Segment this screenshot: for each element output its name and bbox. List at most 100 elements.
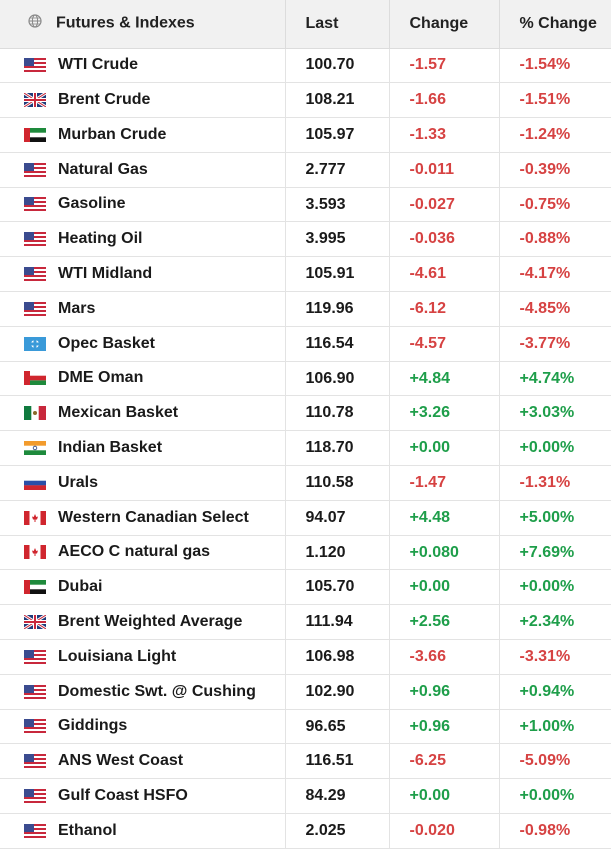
commodity-name[interactable]: Brent Weighted Average bbox=[58, 613, 243, 631]
table-row[interactable]: Mexican Basket 110.78 +3.26 +3.03% bbox=[0, 395, 611, 432]
pct-change-value: -4.85% bbox=[498, 291, 611, 327]
row-name-cell[interactable]: Mexican Basket bbox=[0, 395, 285, 432]
row-name-cell[interactable]: Indian Basket bbox=[0, 430, 285, 467]
change-value: -1.33 bbox=[388, 117, 499, 153]
table-row[interactable]: Natural Gas 2.777 -0.011 -0.39% bbox=[0, 152, 611, 188]
row-name-cell[interactable]: Louisiana Light bbox=[0, 639, 285, 675]
last-price: 84.29 bbox=[284, 778, 389, 815]
commodity-name[interactable]: Giddings bbox=[58, 717, 128, 735]
commodity-name[interactable]: Indian Basket bbox=[58, 439, 163, 457]
russia-flag-icon bbox=[24, 475, 46, 490]
commodity-name[interactable]: Opec Basket bbox=[58, 334, 155, 352]
uk-flag-icon bbox=[23, 91, 47, 109]
table-row[interactable]: Brent Crude 108.21 -1.66 -1.51% bbox=[0, 82, 611, 119]
header-pct-change[interactable]: % Change bbox=[498, 0, 611, 49]
table-row[interactable]: Dubai 105.70 +0.00 +0.00% bbox=[0, 569, 611, 606]
commodity-name[interactable]: Heating Oil bbox=[58, 230, 143, 248]
commodity-name[interactable]: Gulf Coast HSFO bbox=[58, 787, 188, 805]
table-row[interactable]: DME Oman 106.90 +4.84 +4.74% bbox=[0, 361, 611, 397]
commodity-name[interactable]: Murban Crude bbox=[58, 125, 167, 143]
table-row[interactable]: Gasoline 3.593 -0.027 -0.75% bbox=[0, 187, 611, 223]
commodity-name[interactable]: Domestic Swt. @ Cushing bbox=[58, 682, 256, 700]
pct-change-value: -3.77% bbox=[498, 326, 611, 362]
pct-change-value: +2.34% bbox=[498, 604, 611, 641]
row-name-cell[interactable]: WTI Midland bbox=[0, 256, 285, 293]
table-row[interactable]: Western Canadian Select 94.07 +4.48 +5.00% bbox=[0, 500, 611, 536]
change-value: -4.57 bbox=[388, 326, 499, 362]
row-name-cell[interactable]: AECO C natural gas bbox=[0, 535, 285, 571]
table-row[interactable]: Ethanol 2.025 -0.020 -0.98% bbox=[0, 813, 611, 849]
pct-change-value: -1.24% bbox=[498, 117, 611, 153]
row-name-cell[interactable]: Gasoline bbox=[0, 187, 285, 223]
row-name-cell[interactable]: Dubai bbox=[0, 569, 285, 606]
table-row[interactable]: Heating Oil 3.995 -0.036 -0.88% bbox=[0, 221, 611, 258]
commodity-name[interactable]: Mexican Basket bbox=[58, 404, 179, 422]
commodity-name[interactable]: WTI Crude bbox=[58, 56, 138, 74]
row-name-cell[interactable]: Gulf Coast HSFO bbox=[0, 778, 285, 815]
header-change[interactable]: Change bbox=[388, 0, 499, 49]
commodity-name[interactable]: Gasoline bbox=[58, 195, 126, 213]
table-row[interactable]: Opec Basket 116.54 -4.57 -3.77% bbox=[0, 326, 611, 362]
table-row[interactable]: Indian Basket 118.70 +0.00 +0.00% bbox=[0, 430, 611, 467]
row-name-cell[interactable]: Urals bbox=[0, 465, 285, 501]
change-value: -0.027 bbox=[388, 187, 499, 223]
commodity-name[interactable]: WTI Midland bbox=[58, 265, 153, 283]
row-name-cell[interactable]: Natural Gas bbox=[0, 152, 285, 188]
commodity-name[interactable]: Dubai bbox=[58, 578, 103, 596]
table-row[interactable]: WTI Midland 105.91 -4.61 -4.17% bbox=[0, 256, 611, 293]
commodity-name[interactable]: DME Oman bbox=[58, 369, 144, 387]
row-name-cell[interactable]: Heating Oil bbox=[0, 221, 285, 258]
canada-flag-icon bbox=[24, 510, 46, 525]
commodity-name[interactable]: ANS West Coast bbox=[58, 752, 184, 770]
table-row[interactable]: Gulf Coast HSFO 84.29 +0.00 +0.00% bbox=[0, 778, 611, 815]
table-row[interactable]: Domestic Swt. @ Cushing 102.90 +0.96 +0.94% bbox=[0, 674, 611, 710]
row-name-cell[interactable]: DME Oman bbox=[0, 361, 285, 397]
row-name-cell[interactable]: Mars bbox=[0, 291, 285, 327]
last-price: 110.58 bbox=[284, 465, 389, 501]
pct-change-value: +0.00% bbox=[498, 430, 611, 467]
table-row[interactable]: Louisiana Light 106.98 -3.66 -3.31% bbox=[0, 639, 611, 675]
row-name-cell[interactable]: Ethanol bbox=[0, 813, 285, 849]
table-row[interactable]: AECO C natural gas 1.120 +0.080 +7.69% bbox=[0, 535, 611, 571]
row-name-cell[interactable]: Western Canadian Select bbox=[0, 500, 285, 536]
table-row[interactable]: WTI Crude 100.70 -1.57 -1.54% bbox=[0, 48, 611, 84]
uae-flag-icon bbox=[24, 580, 46, 595]
table-row[interactable]: Brent Weighted Average 111.94 +2.56 +2.34% bbox=[0, 604, 611, 641]
row-name-cell[interactable]: ANS West Coast bbox=[0, 743, 285, 780]
header-last[interactable]: Last bbox=[284, 0, 389, 49]
commodity-name[interactable]: Ethanol bbox=[58, 821, 117, 839]
table-row[interactable]: ANS West Coast 116.51 -6.25 -5.09% bbox=[0, 743, 611, 780]
last-price: 106.90 bbox=[284, 361, 389, 397]
change-value: -0.011 bbox=[388, 152, 499, 188]
row-name-cell[interactable]: Brent Crude bbox=[0, 82, 285, 119]
row-name-cell[interactable]: Murban Crude bbox=[0, 117, 285, 153]
row-name-cell[interactable]: WTI Crude bbox=[0, 48, 285, 84]
last-price: 108.21 bbox=[284, 82, 389, 119]
last-price: 111.94 bbox=[284, 604, 389, 641]
pct-change-value: -0.75% bbox=[498, 187, 611, 223]
pct-change-value: -5.09% bbox=[498, 743, 611, 780]
commodity-name[interactable]: Natural Gas bbox=[58, 160, 148, 178]
india-flag-icon bbox=[24, 441, 46, 456]
table-row[interactable]: Murban Crude 105.97 -1.33 -1.24% bbox=[0, 117, 611, 153]
change-value: -1.66 bbox=[388, 82, 499, 119]
commodity-name[interactable]: Brent Crude bbox=[58, 91, 151, 109]
header-futures-indexes[interactable]: Futures & Indexes bbox=[0, 0, 285, 49]
table-row[interactable]: Urals 110.58 -1.47 -1.31% bbox=[0, 465, 611, 501]
commodity-name[interactable]: Western Canadian Select bbox=[58, 508, 249, 526]
last-price: 106.98 bbox=[284, 639, 389, 675]
row-name-cell[interactable]: Giddings bbox=[0, 709, 285, 745]
row-name-cell[interactable]: Domestic Swt. @ Cushing bbox=[0, 674, 285, 710]
commodity-name[interactable]: Mars bbox=[58, 299, 96, 317]
row-name-cell[interactable]: Brent Weighted Average bbox=[0, 604, 285, 641]
pct-change-value: -0.88% bbox=[498, 221, 611, 258]
commodity-name[interactable]: Urals bbox=[58, 473, 99, 491]
table-row[interactable]: Giddings 96.65 +0.96 +1.00% bbox=[0, 709, 611, 745]
commodity-name[interactable]: AECO C natural gas bbox=[58, 543, 211, 561]
table-row[interactable]: Mars 119.96 -6.12 -4.85% bbox=[0, 291, 611, 327]
last-price: 94.07 bbox=[284, 500, 389, 536]
row-name-cell[interactable]: Opec Basket bbox=[0, 326, 285, 362]
commodity-name[interactable]: Louisiana Light bbox=[58, 647, 177, 665]
opec-flag-icon bbox=[24, 336, 46, 351]
pct-change-value: -0.98% bbox=[498, 813, 611, 849]
